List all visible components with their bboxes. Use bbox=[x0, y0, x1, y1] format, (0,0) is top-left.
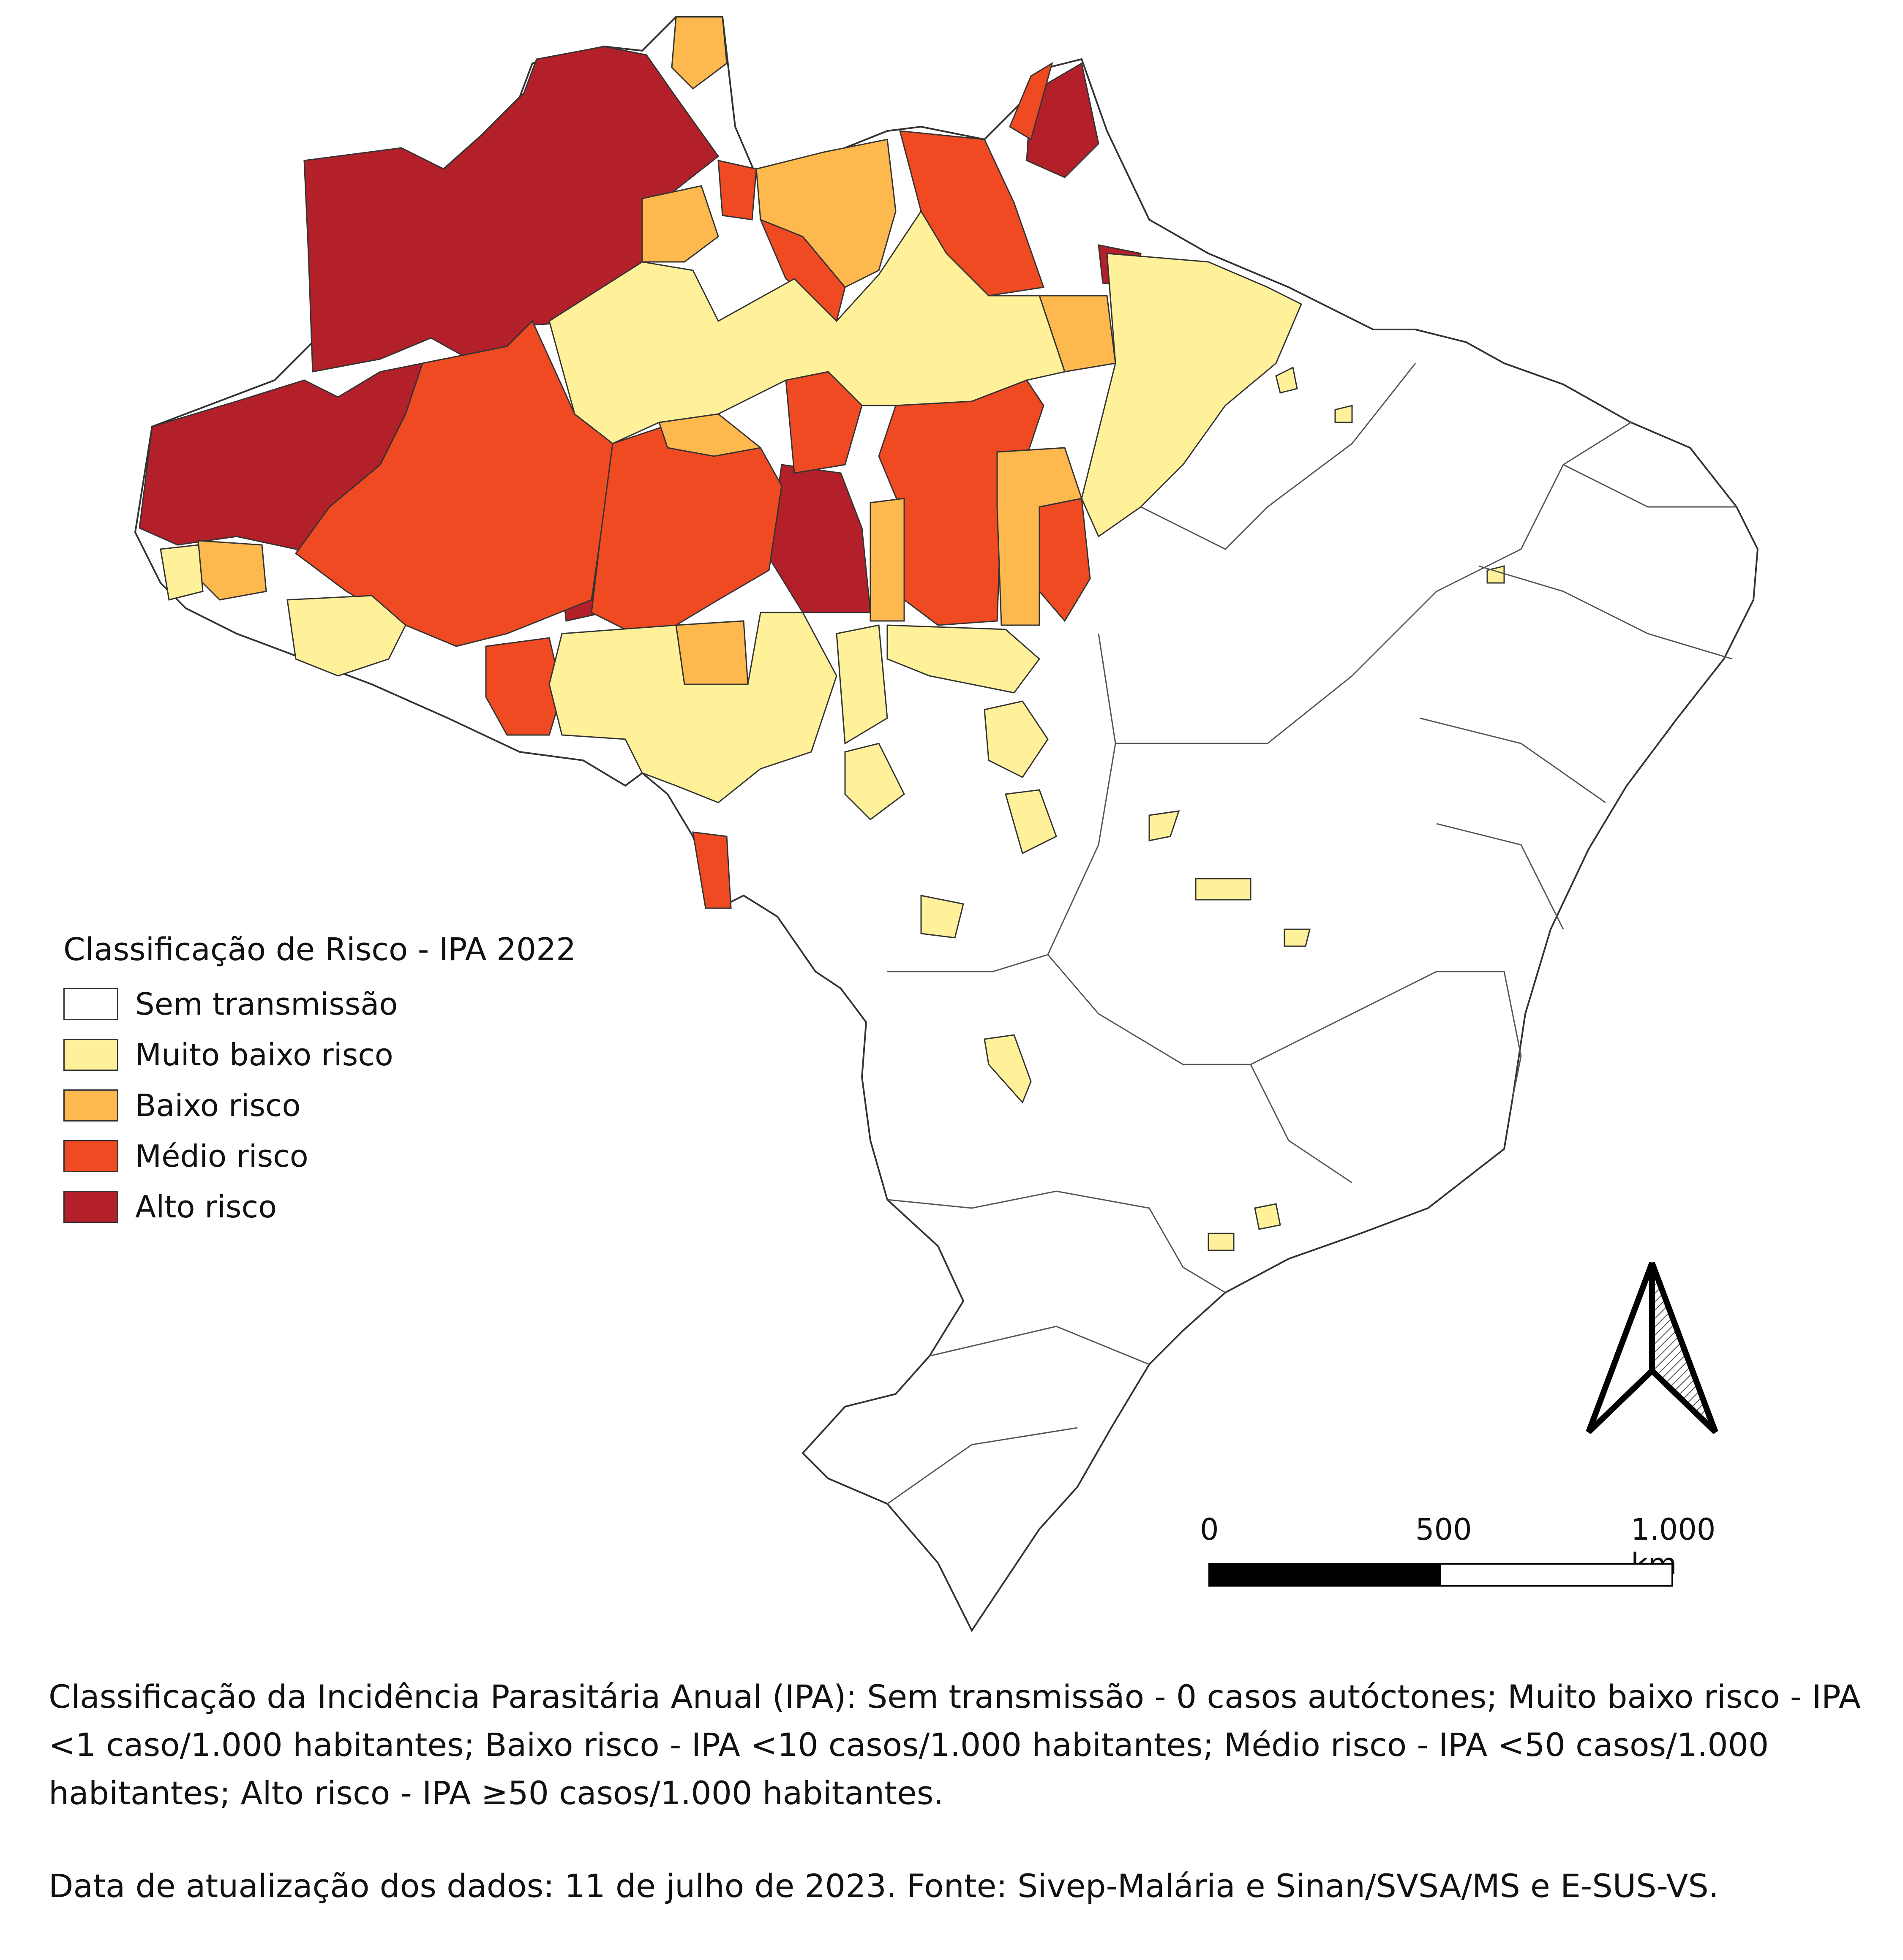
map-legend: Classificação de Risco - IPA 2022 Sem tr… bbox=[63, 931, 576, 1232]
legend-item: Alto risco bbox=[63, 1181, 576, 1232]
region-muito-baixo-risco-20 bbox=[1254, 1203, 1281, 1230]
legend-item: Sem transmissão bbox=[63, 979, 576, 1029]
region-medio-risco-7 bbox=[485, 637, 563, 736]
region-baixo-risco-3 bbox=[996, 447, 1082, 626]
region-baixo-risco-8 bbox=[671, 16, 728, 90]
region-muito-baixo-risco-6 bbox=[160, 544, 204, 601]
region-muito-baixo-risco-11 bbox=[920, 895, 964, 939]
classification-footnote: Classificação da Incidência Parasitária … bbox=[49, 1678, 1861, 1812]
region-muito-baixo-risco-5 bbox=[886, 624, 1041, 694]
legend-swatch bbox=[63, 1089, 118, 1122]
legend-swatch bbox=[63, 988, 118, 1020]
scale-segment-white bbox=[1441, 1565, 1671, 1585]
region-medio-risco-6 bbox=[1009, 62, 1053, 141]
region-medio-risco-1 bbox=[294, 320, 639, 647]
legend-rows: Sem transmissão Muito baixo risco Baixo … bbox=[63, 979, 576, 1232]
legend-label: Sem transmissão bbox=[135, 986, 398, 1022]
region-muito-baixo-risco-12 bbox=[1195, 878, 1251, 901]
legend-label: Muito baixo risco bbox=[135, 1037, 393, 1073]
region-muito-baixo-risco-4 bbox=[286, 595, 406, 677]
scale-bar: 0 500 1.000 km bbox=[1200, 1512, 1732, 1597]
region-medio-risco-8 bbox=[717, 160, 757, 220]
region-baixo-risco-5 bbox=[675, 620, 749, 685]
region-muito-baixo-risco-10 bbox=[1005, 789, 1057, 855]
region-muito-baixo-risco-9 bbox=[844, 743, 905, 820]
region-muito-baixo-risco-1 bbox=[548, 210, 1066, 444]
scale-bar-graphic bbox=[1208, 1563, 1673, 1587]
region-muito-baixo-risco-7 bbox=[836, 624, 888, 745]
region-muito-baixo-risco-2 bbox=[1081, 253, 1302, 538]
scale-segment-black bbox=[1210, 1565, 1441, 1585]
data-source-note: Data de atualização dos dados: 11 de jul… bbox=[49, 1867, 1719, 1905]
legend-swatch bbox=[63, 1039, 118, 1071]
map-area bbox=[134, 16, 1759, 1632]
legend-item: Médio risco bbox=[63, 1131, 576, 1181]
brazil-map bbox=[134, 16, 1759, 1632]
region-muito-baixo-risco-13 bbox=[984, 1034, 1032, 1104]
legend-item: Baixo risco bbox=[63, 1080, 576, 1131]
region-muito-baixo-risco-8 bbox=[984, 700, 1049, 778]
legend-label: Alto risco bbox=[135, 1189, 277, 1225]
region-medio-risco-9 bbox=[692, 831, 732, 909]
state-borders bbox=[887, 363, 1737, 1505]
region-baixo-risco-4 bbox=[870, 498, 905, 622]
region-muito-baixo-risco-3 bbox=[548, 612, 837, 803]
scale-label-0: 0 bbox=[1200, 1512, 1219, 1547]
legend-title: Classificação de Risco - IPA 2022 bbox=[63, 931, 576, 968]
scale-label-500: 500 bbox=[1415, 1512, 1472, 1547]
region-muito-baixo-risco-17 bbox=[1148, 810, 1180, 841]
region-muito-baixo-risco-15 bbox=[1334, 405, 1353, 423]
legend-swatch bbox=[63, 1140, 118, 1172]
legend-swatch bbox=[63, 1191, 118, 1223]
region-muito-baixo-risco-19 bbox=[1208, 1233, 1235, 1251]
region-muito-baixo-risco-14 bbox=[1275, 366, 1298, 394]
region-baixo-risco-2 bbox=[641, 185, 719, 263]
legend-item: Muito baixo risco bbox=[63, 1029, 576, 1080]
legend-label: Médio risco bbox=[135, 1138, 308, 1174]
region-baixo-risco-1 bbox=[755, 139, 897, 288]
region-muito-baixo-risco-18 bbox=[1284, 928, 1311, 947]
north-arrow-icon bbox=[1580, 1259, 1724, 1446]
legend-label: Baixo risco bbox=[135, 1088, 301, 1123]
